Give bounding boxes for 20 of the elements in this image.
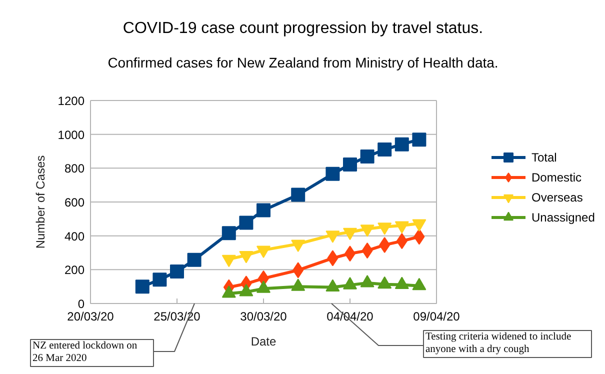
x-tick-label: 09/04/20 [413,310,460,324]
y-tick-label: 800 [64,162,85,176]
y-axis-title: Number of Cases [34,155,48,249]
legend-label: Domestic [532,170,582,184]
x-tick-label: 20/03/20 [67,310,114,324]
text: Testing criteria widened to include anyone with a dry cough [426,332,572,356]
x-axis-title: Date [250,334,276,348]
x-tick-label: 30/03/20 [240,310,288,324]
chart-subtitle: Confirmed cases for New Zealand from Ministry of Health data. [108,54,498,70]
text: NZ entered lockdown on 26 Mar 2020 [32,340,138,364]
chart-title: COVID-19 case count progression by travel status. [122,20,484,37]
legend-label: Total [532,150,557,164]
legend-label: Overseas [532,190,583,204]
y-tick-label: 400 [64,229,85,244]
y-tick-label: 200 [64,263,85,278]
legend-label: Unassigned [532,210,595,224]
y-tick-label: 600 [64,196,85,210]
y-tick-label: 0 [78,297,85,311]
y-tick-label: 1200 [58,94,85,108]
y-tick-label: 1000 [58,128,85,142]
